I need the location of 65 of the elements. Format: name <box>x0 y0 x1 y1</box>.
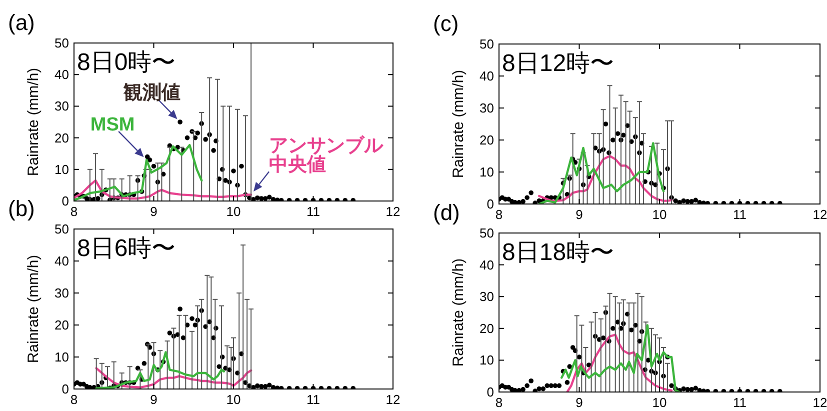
x-tick-label: 11 <box>306 392 320 407</box>
chart-subtitle: 8日0時〜 <box>77 49 176 76</box>
y-tick-label: 10 <box>54 162 69 177</box>
y-tick-label: 40 <box>54 254 69 268</box>
y-tick-label: 40 <box>54 67 69 82</box>
y-tick-label: 20 <box>480 132 494 148</box>
y-tick-label: 50 <box>480 226 494 240</box>
y-tick-label: 40 <box>480 68 494 84</box>
line-series <box>538 142 665 204</box>
x-tick-label: 12 <box>812 207 827 222</box>
chart-subtitle: 8日12時〜 <box>502 50 614 77</box>
y-axis-title: Rainrate (mm/h) <box>450 258 467 367</box>
x-tick-label: 9 <box>150 392 158 407</box>
y-tick-label: 0 <box>62 194 69 208</box>
y-tick-label: 0 <box>486 196 494 212</box>
y-tick-label: 20 <box>54 318 69 332</box>
line-series <box>74 144 203 201</box>
y-tick-label: 50 <box>480 36 494 52</box>
x-tick-label: 10 <box>652 207 667 222</box>
y-tick-label: 50 <box>54 36 69 50</box>
annotation: アンサンブル中央値 <box>269 134 384 176</box>
chart-title: (d) <box>433 200 460 225</box>
x-tick-label: 8 <box>70 392 78 407</box>
x-tick-label: 11 <box>306 204 320 219</box>
y-axis-title: Rainrate (mm/h) <box>25 68 42 176</box>
x-tick-label: 8 <box>495 207 503 222</box>
y-tick-label: 30 <box>480 289 494 304</box>
x-tick-label: 11 <box>733 207 746 222</box>
x-tick-label: 9 <box>576 207 583 222</box>
x-tick-label: 9 <box>576 395 583 410</box>
y-tick-label: 30 <box>480 100 494 116</box>
x-tick-label: 9 <box>150 204 158 219</box>
annotation: MSM <box>90 114 135 136</box>
y-tick-label: 30 <box>54 98 69 114</box>
y-tick-label: 10 <box>480 164 494 180</box>
x-tick-label: 10 <box>652 395 667 410</box>
y-tick-label: 40 <box>480 257 494 272</box>
y-axis-title: Rainrate (mm/h) <box>450 70 467 178</box>
y-tick-label: 20 <box>480 320 494 336</box>
x-tick-label: 10 <box>226 204 241 219</box>
x-tick-label: 11 <box>733 395 746 410</box>
chart-subtitle: 8日18時〜 <box>502 239 614 266</box>
x-tick-label: 12 <box>812 395 827 410</box>
x-tick-label: 8 <box>70 204 78 219</box>
line-series <box>74 179 252 200</box>
line-series <box>95 367 252 388</box>
x-tick-label: 10 <box>226 392 241 407</box>
y-tick-label: 0 <box>486 384 494 400</box>
chart-title: (b) <box>8 196 35 221</box>
line-series <box>566 334 673 392</box>
y-tick-label: 50 <box>54 222 69 236</box>
x-tick-label: 8 <box>495 395 503 410</box>
y-tick-label: 30 <box>54 286 69 300</box>
chart-title: (a) <box>8 10 35 35</box>
line-series <box>560 324 681 392</box>
y-tick-label: 20 <box>54 130 69 146</box>
y-tick-label: 0 <box>62 382 69 396</box>
x-tick-label: 12 <box>386 204 400 219</box>
chart-title: (c) <box>433 11 459 36</box>
x-tick-label: 12 <box>386 392 400 407</box>
y-tick-label: 10 <box>54 350 69 364</box>
y-tick-label: 10 <box>480 352 494 368</box>
chart-subtitle: 8日6時〜 <box>77 235 176 262</box>
annotation: 観測値 <box>122 82 181 104</box>
y-axis-title: Rainrate (mm/h) <box>25 254 42 364</box>
